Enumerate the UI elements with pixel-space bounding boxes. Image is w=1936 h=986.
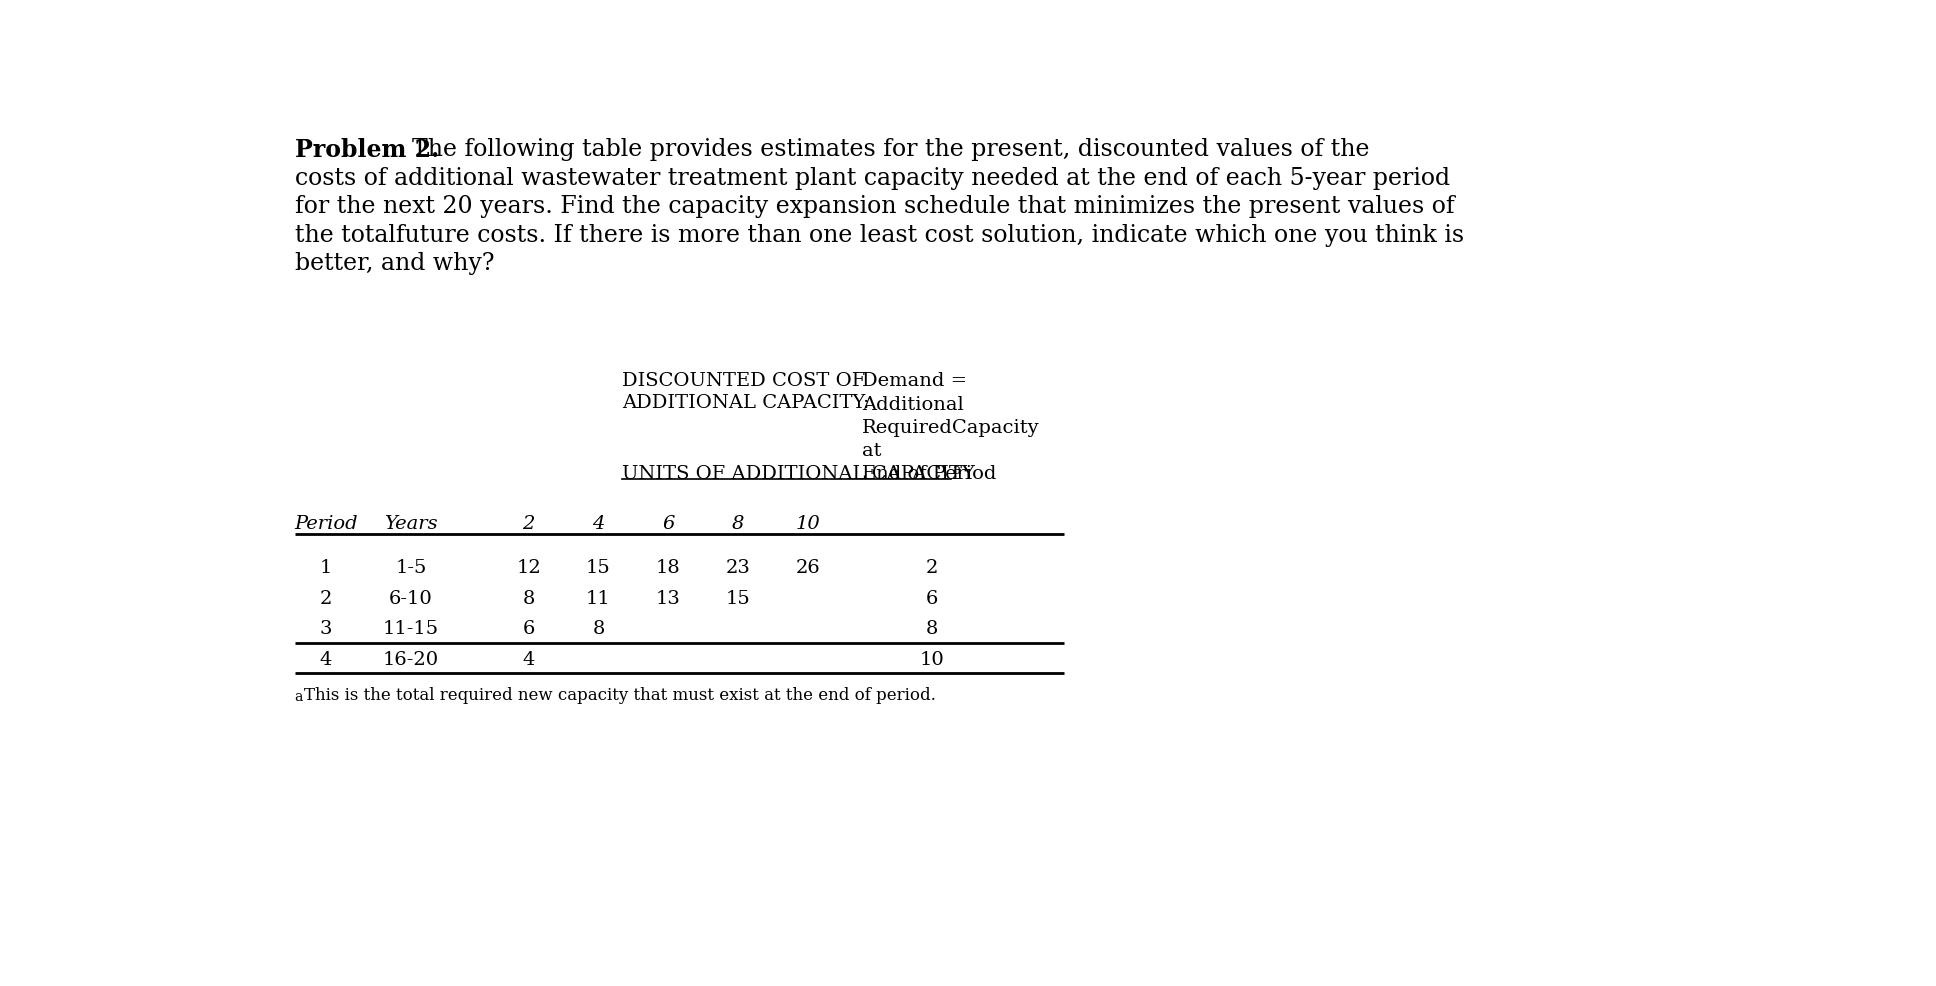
Text: 1-5: 1-5 [395,559,426,577]
Text: 26: 26 [796,559,821,577]
Text: Additional: Additional [862,395,964,413]
Text: 10: 10 [796,515,821,532]
Text: 1: 1 [319,559,331,577]
Text: Problem 2.: Problem 2. [294,138,439,163]
Text: 23: 23 [726,559,751,577]
Text: Demand =: Demand = [862,373,968,390]
Text: 8: 8 [925,620,937,638]
Text: 11: 11 [587,590,612,607]
Text: 15: 15 [726,590,751,607]
Text: 16-20: 16-20 [383,651,439,669]
Text: UNITS OF ADDITIONAL CAPACITY: UNITS OF ADDITIONAL CAPACITY [621,464,974,483]
Text: at: at [862,442,881,459]
Text: 6-10: 6-10 [389,590,434,607]
Text: costs of additional wastewater treatment plant capacity needed at the end of eac: costs of additional wastewater treatment… [294,167,1450,190]
Text: 2: 2 [925,559,937,577]
Text: the totalfuture costs. If there is more than one least cost solution, indicate w: the totalfuture costs. If there is more … [294,224,1464,246]
Text: 4: 4 [319,651,331,669]
Text: 12: 12 [517,559,542,577]
Text: End of Period: End of Period [862,464,997,483]
Text: Period: Period [294,515,358,532]
Text: 18: 18 [656,559,681,577]
Text: better, and why?: better, and why? [294,252,494,275]
Text: 4: 4 [523,651,534,669]
Text: 3: 3 [319,620,331,638]
Text: 13: 13 [656,590,681,607]
Text: RequiredCapacity: RequiredCapacity [862,419,1040,437]
Text: a: a [953,462,960,476]
Text: DISCOUNTED COST OF: DISCOUNTED COST OF [621,373,865,390]
Text: Years: Years [383,515,438,532]
Text: a: a [294,689,304,704]
Text: 11-15: 11-15 [383,620,439,638]
Text: 2: 2 [523,515,534,532]
Text: 6: 6 [662,515,674,532]
Text: 4: 4 [592,515,604,532]
Text: 15: 15 [587,559,612,577]
Text: The following table provides estimates for the present, discounted values of the: The following table provides estimates f… [397,138,1369,162]
Text: 10: 10 [920,651,945,669]
Text: for the next 20 years. Find the capacity expansion schedule that minimizes the p: for the next 20 years. Find the capacity… [294,195,1454,218]
Text: 8: 8 [523,590,534,607]
Text: 6: 6 [523,620,534,638]
Text: 8: 8 [592,620,604,638]
Text: This is the total required new capacity that must exist at the end of period.: This is the total required new capacity … [304,687,935,704]
Text: 2: 2 [319,590,331,607]
Text: 8: 8 [732,515,743,532]
Text: 6: 6 [925,590,937,607]
Text: ADDITIONAL CAPACITY:: ADDITIONAL CAPACITY: [621,394,869,412]
